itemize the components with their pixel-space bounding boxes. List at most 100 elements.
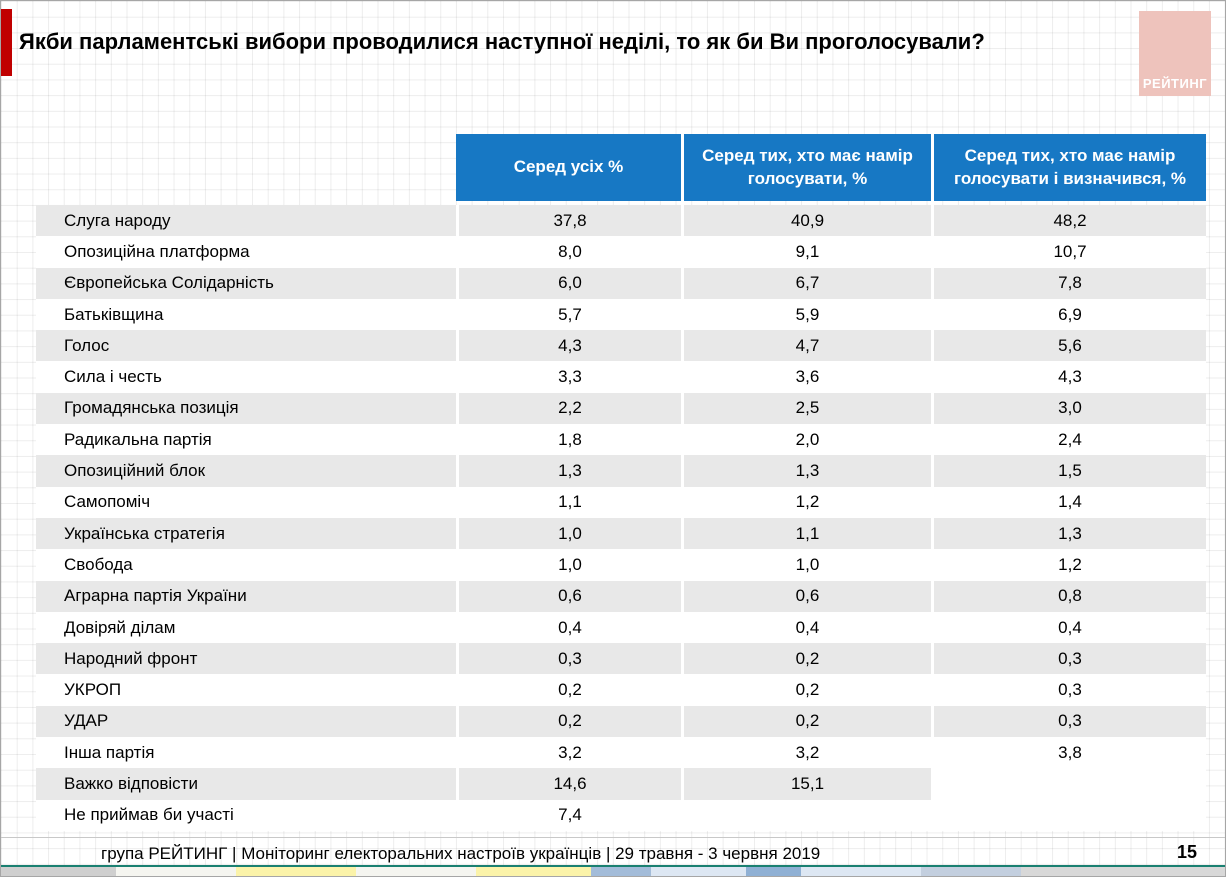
value-cell: 40,9 — [681, 205, 931, 237]
value-cell: 37,8 — [456, 205, 681, 237]
party-name: Довіряй ділам — [36, 611, 456, 644]
party-name: Аграрна партія України — [36, 580, 456, 612]
value-cell: 3,0 — [931, 392, 1206, 425]
tab-strip-segment — [801, 867, 921, 876]
value-cell: 1,0 — [681, 549, 931, 581]
party-name: Голос — [36, 330, 456, 362]
value-cell: 0,2 — [681, 674, 931, 706]
teal-divider-line — [1, 865, 1225, 867]
value-cell: 0,8 — [931, 580, 1206, 612]
table-header-row: Серед усіх % Серед тих, хто має намір го… — [36, 134, 1206, 201]
tab-strip-segment — [116, 867, 236, 876]
value-cell: 1,3 — [456, 455, 681, 487]
value-cell: 0,4 — [456, 611, 681, 644]
table-row: УКРОП 0,2 0,2 0,3 — [36, 674, 1206, 706]
table-row: Опозиційна платформа 8,0 9,1 10,7 — [36, 236, 1206, 268]
page-title: Якби парламентські вибори проводилися на… — [19, 29, 985, 54]
party-name: Громадянська позиція — [36, 392, 456, 425]
table-row: Опозиційний блок 1,3 1,3 1,5 — [36, 455, 1206, 487]
party-name: Українська стратегія — [36, 517, 456, 550]
value-cell: 0,6 — [681, 580, 931, 612]
value-cell: 3,3 — [456, 361, 681, 393]
table-row: Слуга народу 37,8 40,9 48,2 — [36, 205, 1206, 237]
party-name: Сила і честь — [36, 361, 456, 393]
party-name: Не приймав би участі — [36, 799, 456, 831]
footer-divider-line — [1, 837, 1225, 838]
value-cell: 6,7 — [681, 267, 931, 299]
value-cell: 1,0 — [456, 517, 681, 550]
party-name: Європейська Солідарність — [36, 267, 456, 299]
value-cell: 0,3 — [931, 705, 1206, 738]
value-cell: 0,3 — [456, 643, 681, 675]
value-cell: 0,4 — [681, 611, 931, 644]
table-row: Голос 4,3 4,7 5,6 — [36, 330, 1206, 362]
tab-strip-segment — [1021, 867, 1225, 876]
value-cell: 6,0 — [456, 267, 681, 299]
table-row: Народний фронт 0,3 0,2 0,3 — [36, 643, 1206, 675]
poll-results-table: Серед усіх % Серед тих, хто має намір го… — [36, 134, 1206, 831]
table-row: Довіряй ділам 0,4 0,4 0,4 — [36, 611, 1206, 644]
tab-strip-segment — [921, 867, 1021, 876]
value-cell: 0,3 — [931, 643, 1206, 675]
table-row: Українська стратегія 1,0 1,1 1,3 — [36, 517, 1206, 550]
party-name: Слуга народу — [36, 205, 456, 237]
value-cell: 3,2 — [456, 737, 681, 769]
value-cell: 4,3 — [931, 361, 1206, 393]
value-cell — [681, 799, 931, 831]
table-body: Слуга народу 37,8 40,9 48,2 Опозиційна платф… — [36, 205, 1206, 831]
value-cell — [931, 799, 1206, 831]
party-name: УДАР — [36, 705, 456, 738]
party-name: УКРОП — [36, 674, 456, 706]
header-empty-cell — [36, 134, 456, 201]
tab-strip-segment — [476, 867, 591, 876]
header-col-intend-to-vote: Серед тих, хто має намір голосувати, % — [681, 134, 931, 201]
value-cell: 2,2 — [456, 392, 681, 425]
value-cell: 3,6 — [681, 361, 931, 393]
value-cell: 9,1 — [681, 236, 931, 268]
value-cell: 1,5 — [931, 455, 1206, 487]
header-col-intend-and-decided: Серед тих, хто має намір голосувати і ви… — [931, 134, 1206, 201]
table-row: Радикальна партія 1,8 2,0 2,4 — [36, 424, 1206, 456]
value-cell: 2,4 — [931, 424, 1206, 456]
party-name: Самопоміч — [36, 486, 456, 518]
value-cell: 2,0 — [681, 424, 931, 456]
value-cell: 7,8 — [931, 267, 1206, 299]
value-cell: 10,7 — [931, 236, 1206, 268]
party-name: Свобода — [36, 549, 456, 581]
value-cell: 15,1 — [681, 768, 931, 800]
value-cell: 4,3 — [456, 330, 681, 362]
table-row: Інша партія 3,2 3,2 3,8 — [36, 737, 1206, 769]
header-col-among-all: Серед усіх % — [456, 134, 681, 201]
value-cell: 1,1 — [681, 517, 931, 550]
table-row: Аграрна партія України 0,6 0,6 0,8 — [36, 580, 1206, 612]
value-cell: 4,7 — [681, 330, 931, 362]
party-name: Опозиційний блок — [36, 455, 456, 487]
value-cell: 2,5 — [681, 392, 931, 425]
page-number: 15 — [1176, 842, 1197, 862]
value-cell: 5,9 — [681, 298, 931, 331]
value-cell: 0,2 — [456, 705, 681, 738]
table-row: Свобода 1,0 1,0 1,2 — [36, 549, 1206, 581]
table-row: Європейська Солідарність 6,0 6,7 7,8 — [36, 267, 1206, 299]
tab-strip-segment — [651, 867, 746, 876]
table-row: Громадянська позиція 2,2 2,5 3,0 — [36, 392, 1206, 425]
party-name: Батьківщина — [36, 298, 456, 331]
value-cell: 1,2 — [931, 549, 1206, 581]
value-cell: 14,6 — [456, 768, 681, 800]
tab-strip-segment — [591, 867, 651, 876]
tab-strip-segment — [1, 867, 116, 876]
table-row: Важко відповісти 14,6 15,1 — [36, 768, 1206, 800]
party-name: Опозиційна платформа — [36, 236, 456, 268]
value-cell: 0,2 — [681, 705, 931, 738]
value-cell: 8,0 — [456, 236, 681, 268]
bottom-tab-strip — [1, 867, 1225, 876]
value-cell — [931, 768, 1206, 800]
value-cell: 0,2 — [681, 643, 931, 675]
value-cell: 0,6 — [456, 580, 681, 612]
value-cell: 1,2 — [681, 486, 931, 518]
table-row: УДАР 0,2 0,2 0,3 — [36, 705, 1206, 738]
value-cell: 0,2 — [456, 674, 681, 706]
value-cell: 5,7 — [456, 298, 681, 331]
value-cell: 3,8 — [931, 737, 1206, 769]
party-name: Важко відповісти — [36, 768, 456, 800]
